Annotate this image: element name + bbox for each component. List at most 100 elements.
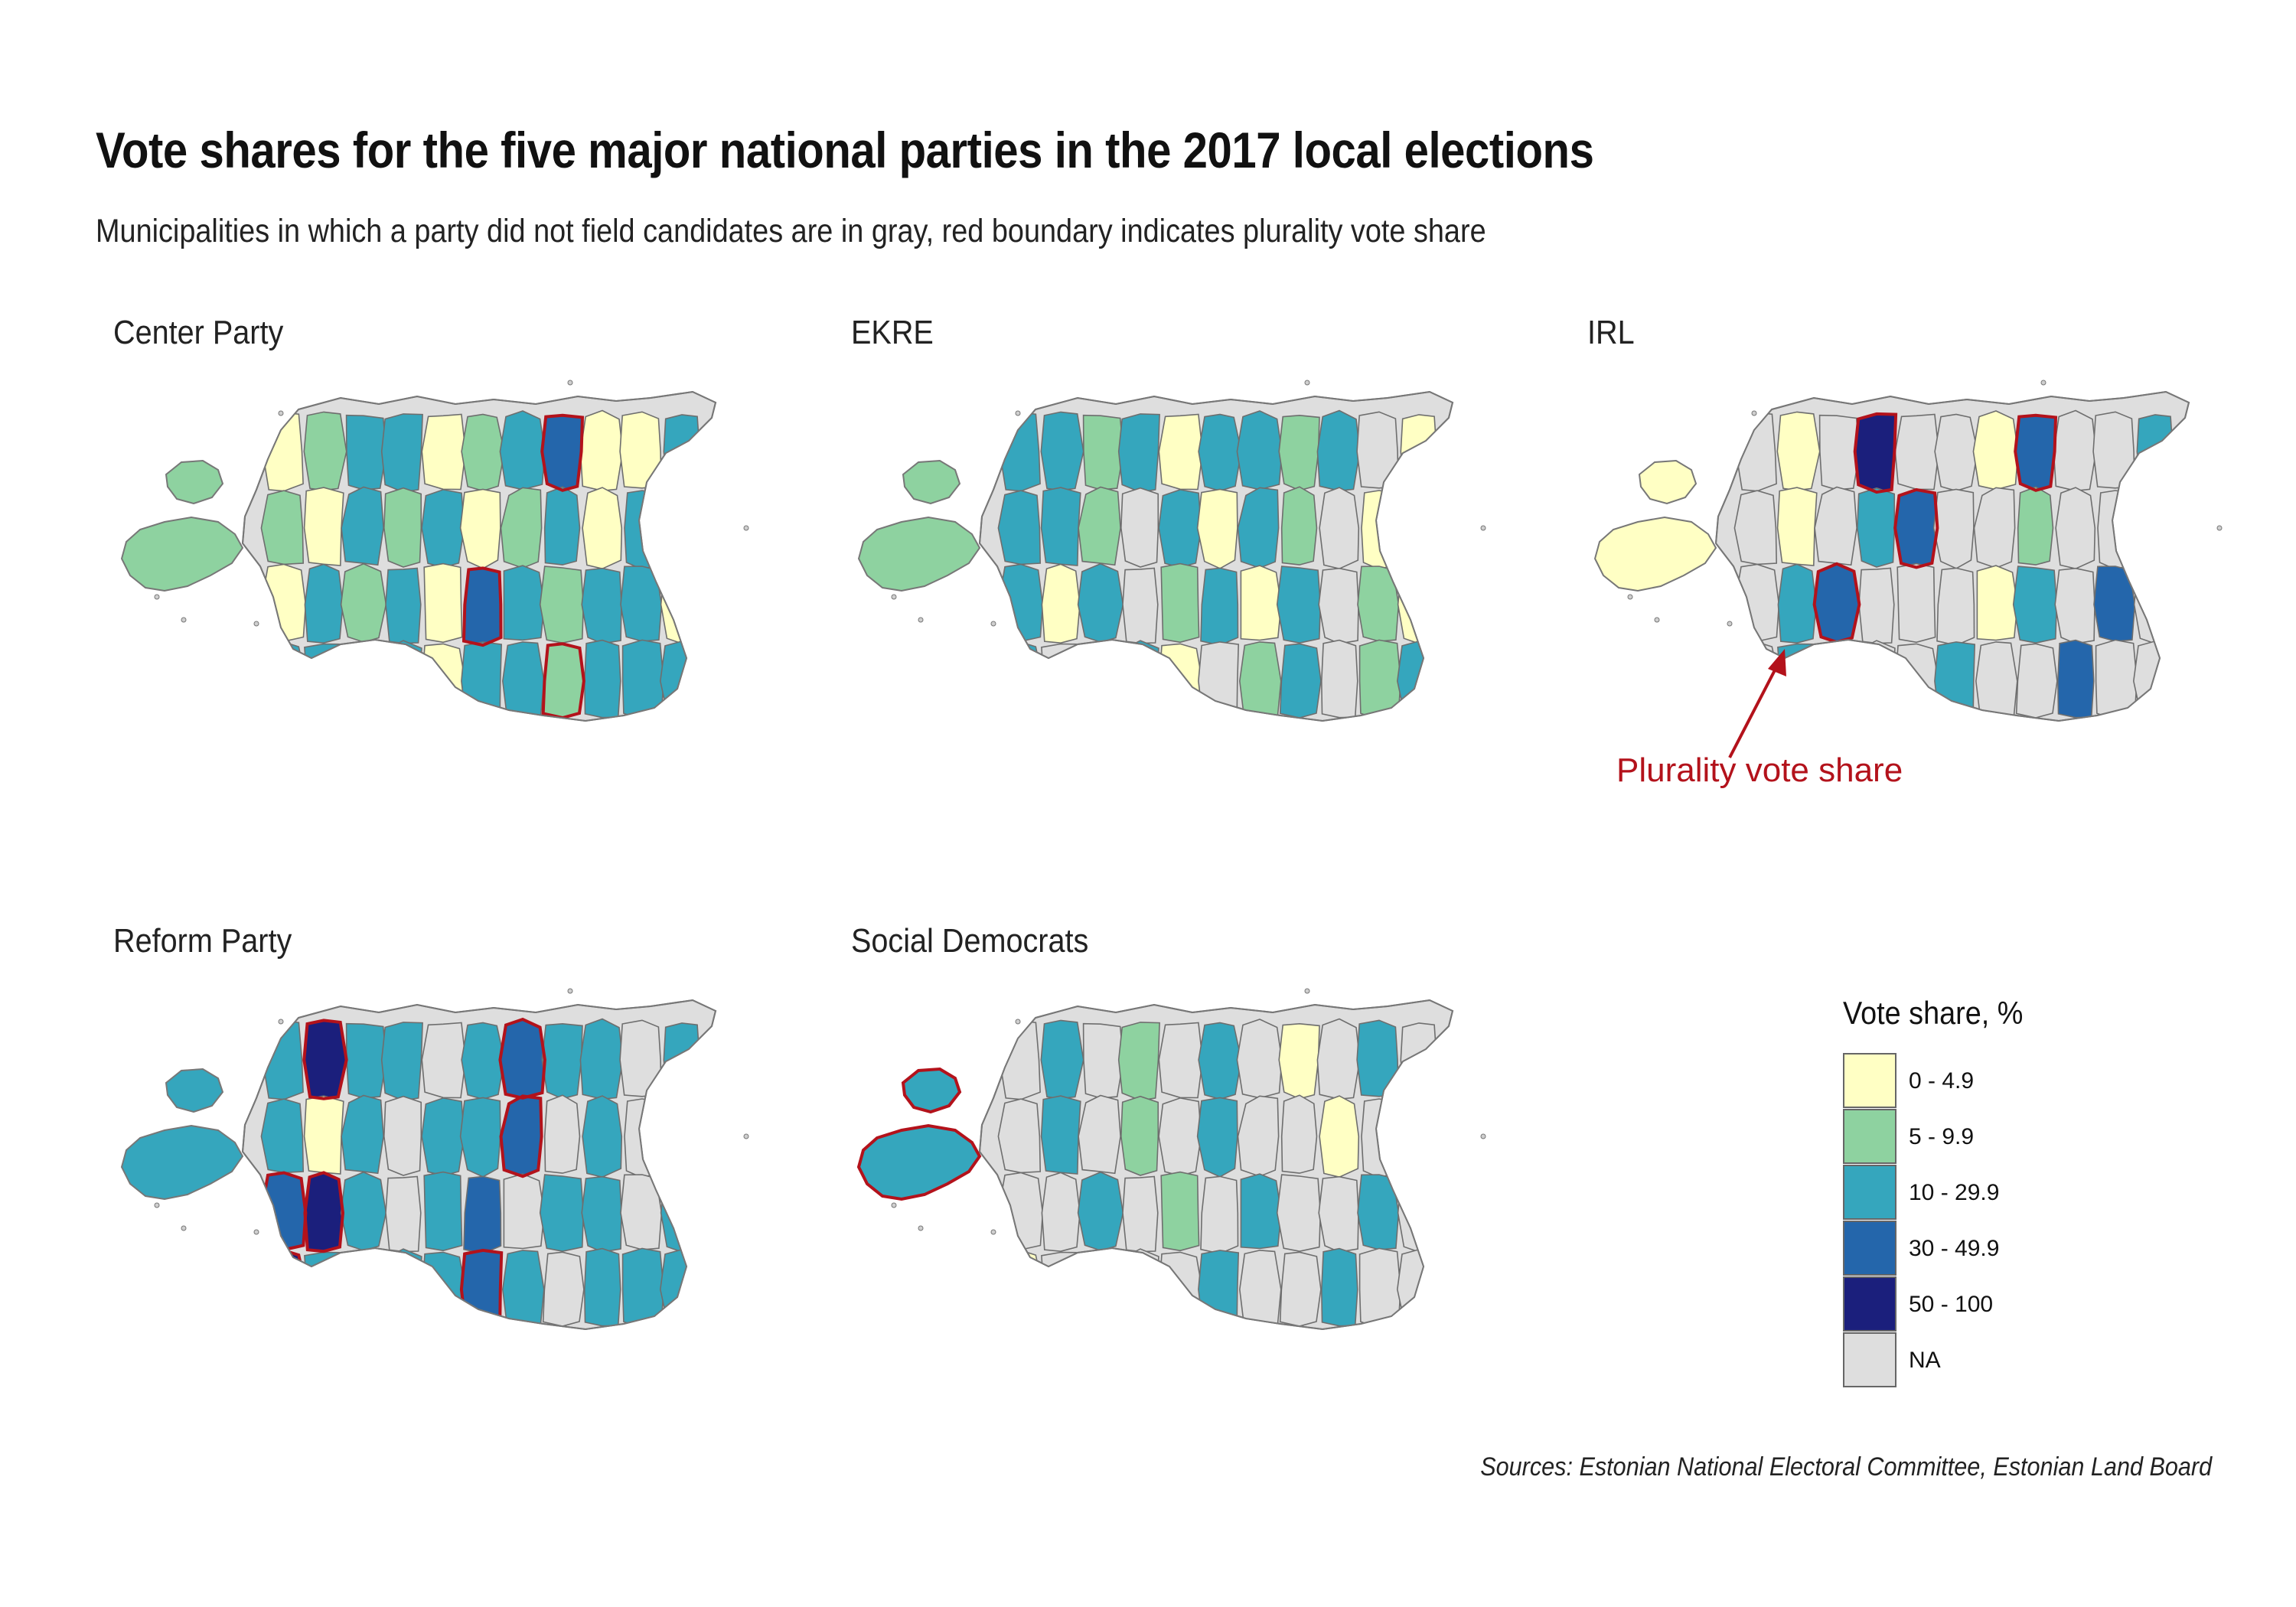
municipality <box>1896 562 1936 644</box>
legend-swatch <box>1843 1221 1896 1276</box>
municipality <box>1240 565 1282 641</box>
municipality <box>1240 1173 1282 1250</box>
islet <box>278 410 284 416</box>
municipality <box>1814 486 1857 566</box>
municipality <box>1278 1022 1320 1100</box>
islet <box>1627 594 1633 600</box>
municipality <box>1777 563 1817 644</box>
municipality <box>1279 643 1322 719</box>
municipality <box>1237 1095 1280 1178</box>
municipality <box>1122 567 1159 644</box>
islet <box>1654 617 1660 623</box>
plurality-outline <box>1893 487 1939 569</box>
municipality <box>1278 414 1320 491</box>
legend-title: Vote share, % <box>1843 995 2024 1031</box>
municipality <box>1357 566 1400 642</box>
municipality <box>1196 1097 1238 1178</box>
municipality <box>1041 563 1081 644</box>
mainland-outline <box>978 390 1454 722</box>
municipality <box>1856 487 1896 568</box>
panel-title-reform-party: Reform Party <box>113 922 292 960</box>
municipality <box>1119 1248 1159 1329</box>
islet <box>567 380 573 386</box>
panel-title-center-party: Center Party <box>113 314 284 351</box>
municipality <box>380 1022 423 1101</box>
municipality <box>2017 486 2054 566</box>
legend-item: 10 - 29.9 <box>1843 1165 2118 1221</box>
municipality <box>341 1094 384 1175</box>
municipality <box>1320 639 1358 719</box>
municipality <box>663 1022 701 1100</box>
municipality <box>621 639 664 721</box>
municipality <box>1077 562 1124 643</box>
municipality <box>461 413 505 492</box>
municipality <box>340 562 387 643</box>
island-saaremaa <box>857 516 981 592</box>
legend: Vote share, % 0 - 4.9 5 - 9.9 10 - 29.9 … <box>1837 995 2128 1393</box>
islet <box>1015 410 1021 416</box>
panel-title-ekre: EKRE <box>851 314 934 351</box>
municipality <box>345 1022 387 1099</box>
municipality <box>1357 1174 1400 1250</box>
municipality <box>422 1251 466 1329</box>
municipality <box>1236 1019 1283 1099</box>
plurality-outline <box>342 644 383 720</box>
municipality <box>1936 567 1975 646</box>
municipality <box>2132 489 2178 567</box>
islet <box>918 1225 924 1231</box>
municipality <box>1400 1022 1438 1100</box>
municipality <box>1160 562 1200 644</box>
legend-label: 30 - 49.9 <box>1909 1236 2000 1261</box>
municipality <box>421 1022 467 1099</box>
plurality-outline <box>541 642 585 720</box>
municipality <box>1396 489 1442 567</box>
islet <box>154 594 160 600</box>
municipality <box>343 644 383 719</box>
legend-swatch <box>1843 1109 1896 1164</box>
municipality <box>463 1175 502 1254</box>
panel-title-social-democrats: Social Democrats <box>851 922 1089 960</box>
panel-title-irl: IRL <box>1587 314 1635 351</box>
municipality <box>500 487 543 569</box>
municipality <box>1078 1094 1121 1175</box>
municipality <box>2092 411 2135 489</box>
municipality <box>620 566 663 642</box>
municipality <box>1080 1253 1120 1328</box>
municipality <box>1041 1251 1083 1328</box>
island-saaremaa <box>1593 516 1717 592</box>
municipality <box>1776 411 1821 491</box>
municipality <box>423 1171 463 1252</box>
islet <box>1751 410 1757 416</box>
municipality <box>1976 565 2018 641</box>
municipality <box>459 1097 501 1178</box>
municipality <box>1041 1172 1081 1253</box>
municipality <box>542 1251 585 1327</box>
legend-swatch <box>1843 1276 1896 1332</box>
municipality <box>383 487 422 568</box>
islet <box>891 1202 897 1208</box>
municipality <box>503 1173 545 1250</box>
municipality <box>1120 487 1159 568</box>
municipality <box>2136 414 2174 492</box>
legend-item: 0 - 4.9 <box>1843 1053 2118 1109</box>
map-reform-party <box>120 988 749 1331</box>
chart-title: Vote shares for the five major national … <box>96 122 1594 178</box>
municipality <box>2012 566 2058 644</box>
municipality <box>581 1175 622 1253</box>
municipality <box>1895 643 1939 721</box>
islet <box>1480 525 1486 531</box>
municipality <box>1316 409 1361 492</box>
municipality <box>1894 489 1939 569</box>
municipality <box>1816 644 1856 719</box>
annotation-label: Plurality vote share <box>1616 751 1903 789</box>
legend-item: 5 - 9.9 <box>1843 1109 2118 1165</box>
plurality-outline <box>499 1094 543 1178</box>
municipality <box>1356 411 1399 489</box>
municipality <box>579 1018 624 1100</box>
legend-label: 0 - 4.9 <box>1909 1068 1975 1094</box>
islet <box>1015 1019 1021 1025</box>
municipality <box>1158 1097 1202 1177</box>
legend-label: 50 - 100 <box>1909 1292 1994 1317</box>
legend-swatch <box>1843 1332 1896 1387</box>
municipality <box>463 567 502 646</box>
